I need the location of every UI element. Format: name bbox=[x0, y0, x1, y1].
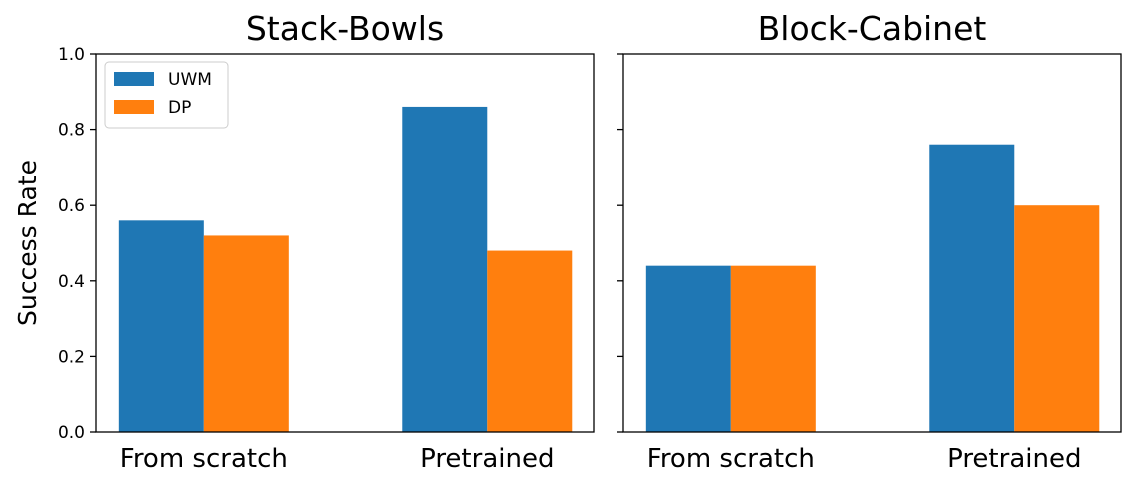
x-tick-label: From scratch bbox=[647, 444, 815, 474]
axes-frame bbox=[622, 53, 1122, 433]
y-tick-label: 0.8 bbox=[58, 121, 85, 141]
legend-swatch-uwm bbox=[114, 72, 154, 86]
chart-title: Stack-Bowls bbox=[246, 9, 444, 48]
y-tick-label: 0.2 bbox=[58, 347, 85, 367]
chart-title: Block-Cabinet bbox=[758, 9, 987, 48]
x-tick-label: From scratch bbox=[120, 444, 288, 474]
bar-uwm-1 bbox=[645, 265, 731, 432]
y-tick-label: 1.0 bbox=[58, 45, 85, 65]
panel-2: From scratch Pretrained Block-Cabinet bbox=[617, 9, 1122, 474]
x-tick-label: Pretrained bbox=[420, 444, 554, 474]
legend: UWM DP bbox=[104, 61, 229, 129]
bar-uwm-2 bbox=[929, 144, 1015, 432]
legend-label-dp: DP bbox=[168, 98, 191, 118]
y-axis-label: Success Rate bbox=[13, 160, 42, 326]
bar-dp-2 bbox=[1014, 205, 1100, 432]
panel-1: From scratch Pretrained 0.0 0.2 0.4 0.6 0.8 1.0… bbox=[58, 9, 595, 474]
legend-swatch-dp bbox=[114, 100, 154, 114]
bar-dp-1 bbox=[203, 235, 289, 432]
bar-uwm-1 bbox=[118, 220, 204, 432]
axes-frame bbox=[95, 53, 595, 433]
bar-dp-1 bbox=[730, 265, 816, 432]
bar-uwm-2 bbox=[402, 106, 488, 433]
y-tick-label: 0.0 bbox=[58, 423, 85, 443]
legend-label-uwm: UWM bbox=[168, 70, 212, 90]
x-tick-label: Pretrained bbox=[947, 444, 1081, 474]
y-tick-label: 0.6 bbox=[58, 196, 85, 216]
bar-dp-2 bbox=[487, 250, 573, 432]
y-tick-label: 0.4 bbox=[58, 272, 85, 292]
